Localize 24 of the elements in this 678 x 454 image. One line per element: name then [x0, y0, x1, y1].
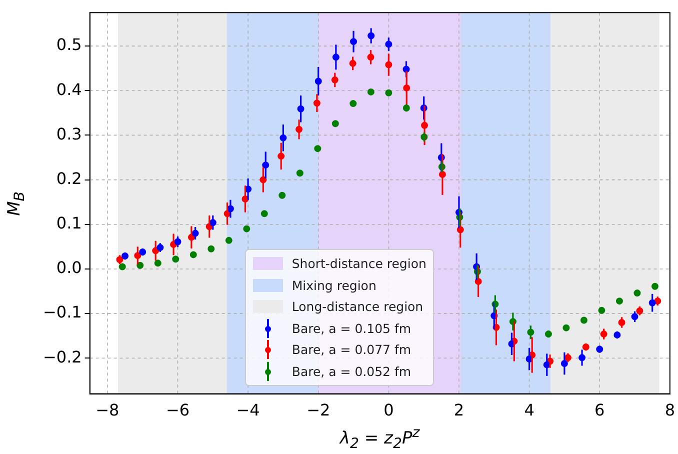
x-tick-label: 4: [524, 400, 534, 420]
y-tick-label: 0.3: [56, 124, 82, 144]
legend-label: Bare, a = 0.052 fm: [292, 364, 412, 379]
legend-label: Bare, a = 0.077 fm: [292, 342, 412, 358]
x-tick-label: −2: [306, 400, 330, 420]
x-tick-label: 8: [664, 400, 676, 420]
x-axis-title: λ$_{2}$ = z$_{2}$P$^{z}$: [340, 425, 420, 452]
band-label: Long-distance region: [292, 299, 424, 314]
x-tick-label: 0: [384, 400, 394, 420]
y-tick-label: 0.2: [56, 168, 82, 188]
x-tick-label: −8: [96, 400, 120, 420]
y-tick-label: 0.1: [56, 214, 82, 233]
y-tick-label: 0.4: [56, 80, 82, 99]
x-tick-label: 6: [594, 400, 605, 420]
y-tick-label: 0.5: [56, 35, 82, 54]
band-label: Mixing region: [292, 278, 376, 293]
x-tick-label: 2: [454, 400, 464, 420]
x-tick-label: −4: [236, 400, 260, 420]
x-tick-label: −6: [166, 400, 190, 420]
y-tick-label: 0.0: [56, 258, 82, 278]
y-tick-label: −0.1: [42, 302, 82, 322]
band-label: Short-distance region: [292, 256, 426, 272]
y-tick-label: −0.2: [42, 347, 82, 366]
legend-label: Bare, a = 0.105 fm: [292, 320, 412, 336]
